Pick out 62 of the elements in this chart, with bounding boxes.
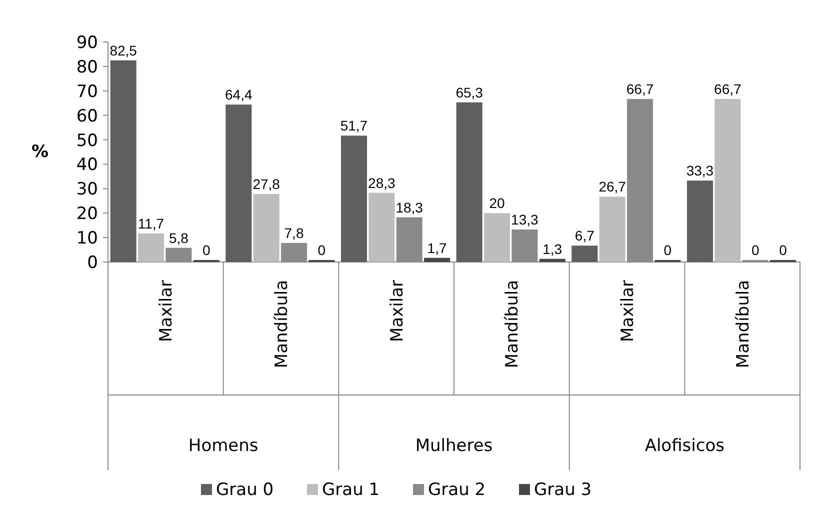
data-label: 66,7 [626, 80, 654, 97]
y-tick-label: 90 [76, 33, 98, 53]
data-label: 27,8 [252, 176, 280, 192]
data-label: 18,3 [396, 199, 424, 216]
bar [484, 213, 510, 262]
data-label: 0 [751, 242, 760, 258]
legend-label: Grau 2 [428, 480, 486, 500]
text: Mulheres [415, 436, 493, 456]
data-label: 0 [779, 242, 788, 258]
x-tick-label: Maxilar [387, 280, 408, 342]
data-label: 28,3 [368, 174, 396, 191]
data-label: 20 [489, 195, 505, 212]
text: Homens [188, 436, 258, 456]
bar [110, 60, 136, 262]
data-label: 13,3 [511, 211, 539, 228]
data-label: 82,5 [110, 42, 138, 58]
bar [714, 98, 741, 262]
legend-label: Grau 1 [322, 480, 380, 500]
y-tick-label: 10 [76, 228, 98, 249]
data-label: 26,7 [598, 178, 626, 195]
data-label: 11,7 [138, 215, 164, 232]
bar [368, 192, 395, 262]
bar [340, 136, 367, 262]
x-tick-label: Mandíbula [502, 280, 523, 368]
y-tick-label: 40 [76, 155, 98, 176]
bar [424, 258, 450, 262]
y-tick-label: 50 [76, 130, 98, 151]
y-tick-label: 60 [76, 106, 98, 126]
bar [539, 258, 566, 262]
y-tick-label: 80 [76, 57, 98, 78]
data-label: 6,7 [574, 228, 595, 244]
data-label: 66,7 [714, 80, 742, 97]
y-tick-label: 20 [76, 204, 98, 224]
bar [599, 196, 626, 262]
bar [456, 102, 482, 262]
bar [686, 180, 713, 262]
legend-label: Grau 3 [534, 480, 592, 500]
bar [572, 246, 598, 262]
x-tick-label: Maxilar [618, 280, 638, 342]
data-label: 65,3 [456, 84, 484, 100]
data-label: 33,3 [686, 162, 714, 179]
y-tick-label: 0 [87, 253, 98, 273]
data-label: 5,8 [168, 230, 189, 246]
y-tick-label: 70 [76, 82, 98, 102]
data-label: 64,4 [225, 86, 252, 103]
bar [138, 233, 164, 262]
bar [253, 194, 280, 262]
data-label: 1,3 [542, 240, 562, 257]
data-label: 0 [318, 242, 326, 258]
x-tick-label: Maxilar [156, 280, 177, 342]
text: Alofisicos [644, 436, 725, 456]
data-label: 0 [202, 242, 210, 258]
data-label: 0 [664, 242, 672, 258]
data-label: 51,7 [340, 118, 368, 134]
legend-label: Grau 0 [216, 480, 274, 500]
y-tick-label: 30 [76, 180, 98, 200]
data-label: 1,7 [427, 240, 447, 256]
bar [226, 104, 252, 262]
x-tick-label: Mandíbula [272, 280, 292, 368]
y-axis-title: % [31, 142, 49, 162]
data-label: 7,8 [284, 224, 304, 241]
x-tick-label: Mandíbula [733, 280, 754, 368]
